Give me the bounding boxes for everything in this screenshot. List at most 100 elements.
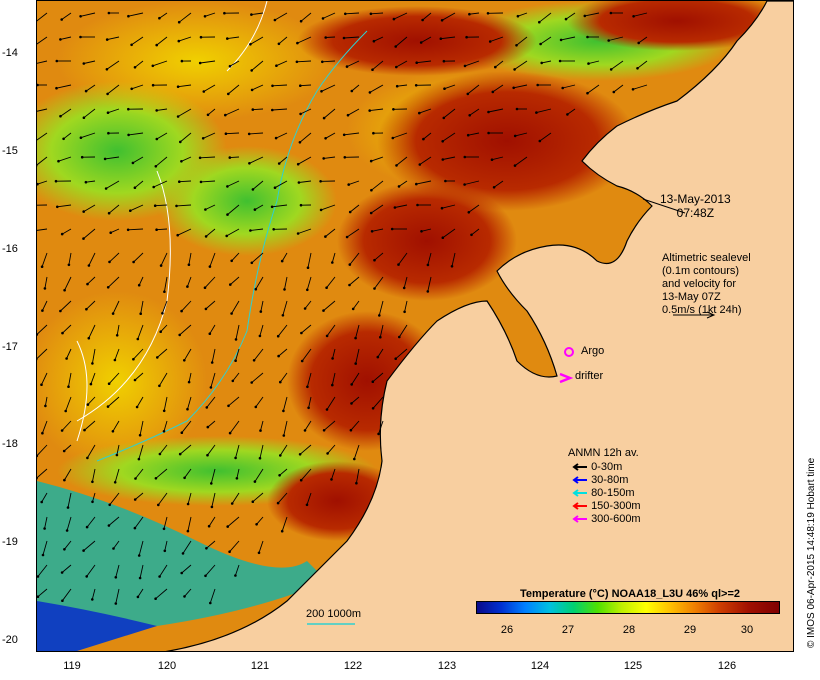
velocity-arrow-head [391, 136, 395, 140]
velocity-arrow [468, 132, 480, 136]
velocity-arrow-head [274, 136, 278, 140]
velocity-arrow [231, 252, 240, 262]
velocity-arrow-head [83, 428, 86, 432]
lon-tick: 124 [530, 660, 550, 672]
velocity-arrow [301, 348, 312, 362]
velocity-arrow [235, 348, 240, 361]
velocity-arrow-head [632, 15, 635, 18]
velocity-arrow [65, 396, 72, 412]
lat-tick: -17 [2, 341, 18, 353]
velocity-arrow-head [277, 162, 281, 165]
velocity-arrow-head [154, 477, 158, 480]
velocity-arrow-head [467, 211, 471, 214]
velocity-arrow-head [281, 314, 285, 317]
velocity-arrow [272, 204, 288, 208]
velocity-arrow-head [206, 453, 209, 457]
velocity-arrow [632, 84, 648, 90]
velocity-arrow [539, 12, 552, 23]
velocity-arrow-head [441, 158, 445, 161]
velocity-arrow-head [394, 45, 398, 48]
velocity-arrow-head [250, 261, 254, 265]
velocity-arrow [272, 84, 288, 87]
velocity-arrow [44, 516, 48, 529]
velocity-arrow [203, 132, 216, 139]
velocity-arrow [37, 588, 48, 598]
velocity-arrow [132, 156, 144, 164]
velocity-arrow-head [342, 133, 346, 137]
velocity-arrow-head [183, 476, 186, 480]
velocity-arrow [157, 348, 168, 358]
velocity-arrow [348, 180, 360, 186]
velocity-arrows [37, 11, 648, 605]
velocity-arrow [210, 372, 216, 388]
velocity-arrow-head [82, 549, 85, 552]
velocity-arrow-head [249, 229, 252, 232]
velocity-arrow [281, 516, 288, 532]
velocity-arrow [251, 372, 264, 383]
velocity-arrow [307, 252, 312, 268]
velocity-arrow [304, 300, 312, 309]
lat-tick: -19 [2, 536, 18, 548]
velocity-arrow-head [420, 230, 423, 233]
velocity-arrow-head [40, 265, 44, 269]
velocity-arrow-head [486, 12, 490, 15]
velocity-arrow-head [134, 477, 137, 480]
velocity-arrow-head [325, 408, 329, 411]
sst-map[interactable] [36, 0, 794, 652]
velocity-arrow-head [84, 89, 88, 93]
velocity-arrow-head [535, 111, 538, 114]
velocity-arrow-head [348, 210, 352, 214]
velocity-arrow-head [163, 290, 166, 294]
warm-patch [377, 71, 637, 211]
argo-label: Argo [581, 345, 605, 357]
velocity-arrow-head [539, 42, 542, 46]
velocity-arrow [517, 12, 528, 17]
velocity-arrow-head [158, 575, 161, 578]
velocity-arrow-head [179, 140, 182, 144]
velocity-arrow [249, 132, 264, 135]
velocity-arrow [228, 396, 240, 407]
velocity-arrow-head [305, 503, 309, 507]
velocity-arrow [114, 468, 120, 483]
cool-patch [157, 146, 337, 256]
velocity-arrow [88, 252, 96, 266]
velocity-arrow-head [176, 85, 180, 88]
velocity-arrow [234, 564, 240, 576]
velocity-arrow-head [322, 116, 326, 120]
velocity-arrow [137, 588, 144, 598]
velocity-arrow [251, 12, 264, 16]
velocity-arrow-head [61, 331, 64, 335]
velocity-arrow [378, 420, 384, 435]
velocity-arrow [451, 252, 456, 267]
velocity-arrow [397, 84, 408, 87]
velocity-arrow [187, 396, 192, 410]
drifter-marker-icon[interactable] [559, 372, 574, 384]
velocity-arrow-head [133, 498, 137, 501]
velocity-arrow-head [322, 157, 326, 160]
velocity-arrow-head [234, 338, 238, 341]
velocity-arrow-head [538, 139, 542, 143]
velocity-arrow-head [158, 384, 161, 388]
velocity-arrow-head [86, 282, 89, 286]
velocity-arrow-head [395, 164, 398, 167]
velocity-arrow-head [132, 260, 135, 264]
velocity-arrow [153, 180, 168, 188]
velocity-arrow-head [59, 114, 62, 118]
velocity-arrow [134, 492, 144, 500]
credit-text: © IMOS 06-Apr-2015 14:48:19 Hobart time [806, 457, 817, 648]
velocity-arrow [308, 396, 312, 408]
velocity-arrow-head [186, 285, 189, 288]
velocity-arrow [298, 180, 312, 183]
yellow-patch [37, 291, 207, 471]
velocity-arrow [56, 84, 72, 89]
velocity-arrow-head [129, 209, 132, 212]
velocity-arrow-head [306, 385, 309, 389]
argo-marker-icon[interactable] [564, 347, 574, 357]
velocity-arrow-head [450, 265, 454, 268]
velocity-arrow-head [325, 286, 328, 290]
velocity-arrow [539, 132, 552, 142]
velocity-arrow [469, 108, 480, 116]
velocity-arrow [37, 60, 48, 64]
velocity-arrow [278, 348, 288, 357]
velocity-arrow-head [468, 12, 471, 16]
